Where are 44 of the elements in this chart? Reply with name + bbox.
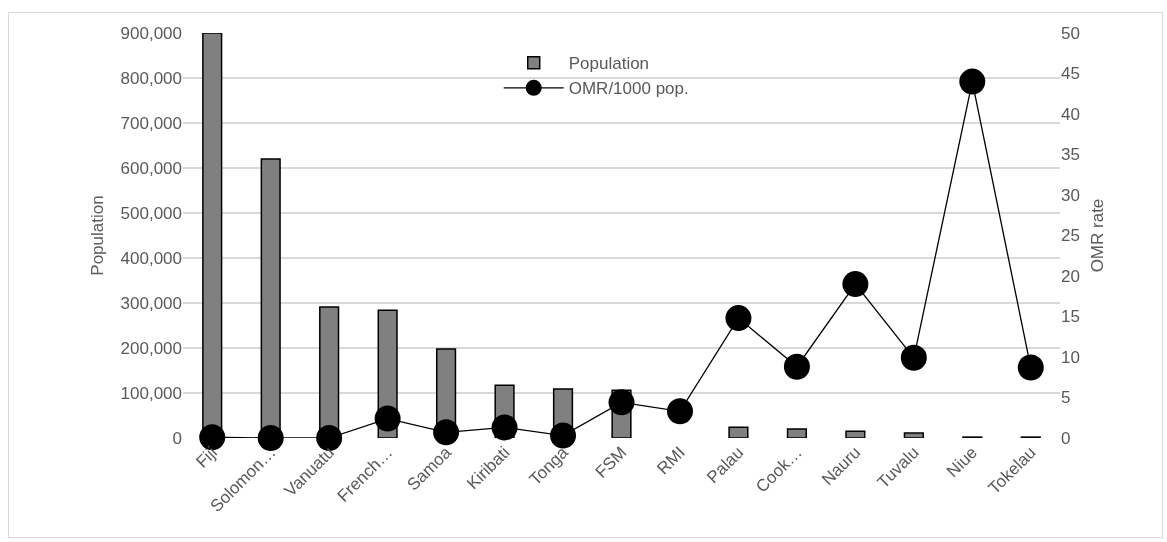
y2-tick-label: 25 — [1061, 226, 1080, 246]
y2-tick-label: 35 — [1061, 145, 1080, 165]
point — [783, 353, 810, 380]
y-tick-label: 900,000 — [120, 23, 182, 43]
bar — [845, 430, 866, 438]
y-tick-label: 0 — [172, 428, 182, 448]
y2-axis-title: OMR rate — [1088, 198, 1108, 273]
y2-tick-label: 0 — [1061, 428, 1071, 448]
point — [257, 425, 284, 451]
y2-tick-label: 45 — [1061, 64, 1080, 84]
x-tick-label: RMI — [653, 442, 689, 479]
point — [491, 414, 518, 441]
y-tick-label: 600,000 — [120, 158, 182, 178]
point — [374, 405, 401, 432]
legend-label: OMR/1000 pop. — [568, 79, 689, 99]
bar — [786, 428, 807, 438]
point — [725, 305, 752, 332]
point — [666, 398, 693, 425]
y-tick-label: 800,000 — [120, 68, 182, 88]
point — [959, 68, 986, 95]
y-tick-label: 400,000 — [120, 248, 182, 268]
y-tick-label: 200,000 — [120, 338, 182, 358]
bar — [903, 432, 924, 438]
y-tick-label: 300,000 — [120, 293, 182, 313]
point — [550, 422, 577, 449]
y2-tick-label: 30 — [1061, 185, 1080, 205]
y2-tick-label: 10 — [1061, 347, 1080, 367]
y2-tick-label: 40 — [1061, 104, 1080, 124]
bar — [728, 426, 749, 438]
y-tick-label: 100,000 — [120, 383, 182, 403]
y2-tick-label: 15 — [1061, 307, 1080, 327]
point — [900, 344, 927, 371]
y2-tick-label: 20 — [1061, 266, 1080, 286]
y-axis-title: Population — [88, 195, 108, 276]
y2-tick-label: 50 — [1061, 23, 1080, 43]
y2-tick-label: 5 — [1061, 388, 1071, 408]
y-tick-label: 500,000 — [120, 203, 182, 223]
x-tick-label: Niue — [942, 442, 982, 482]
point — [608, 389, 635, 416]
point — [433, 419, 460, 446]
legend-label: Population — [568, 54, 650, 74]
point — [1017, 354, 1044, 381]
point — [842, 271, 869, 298]
y-tick-label: 700,000 — [120, 113, 182, 133]
